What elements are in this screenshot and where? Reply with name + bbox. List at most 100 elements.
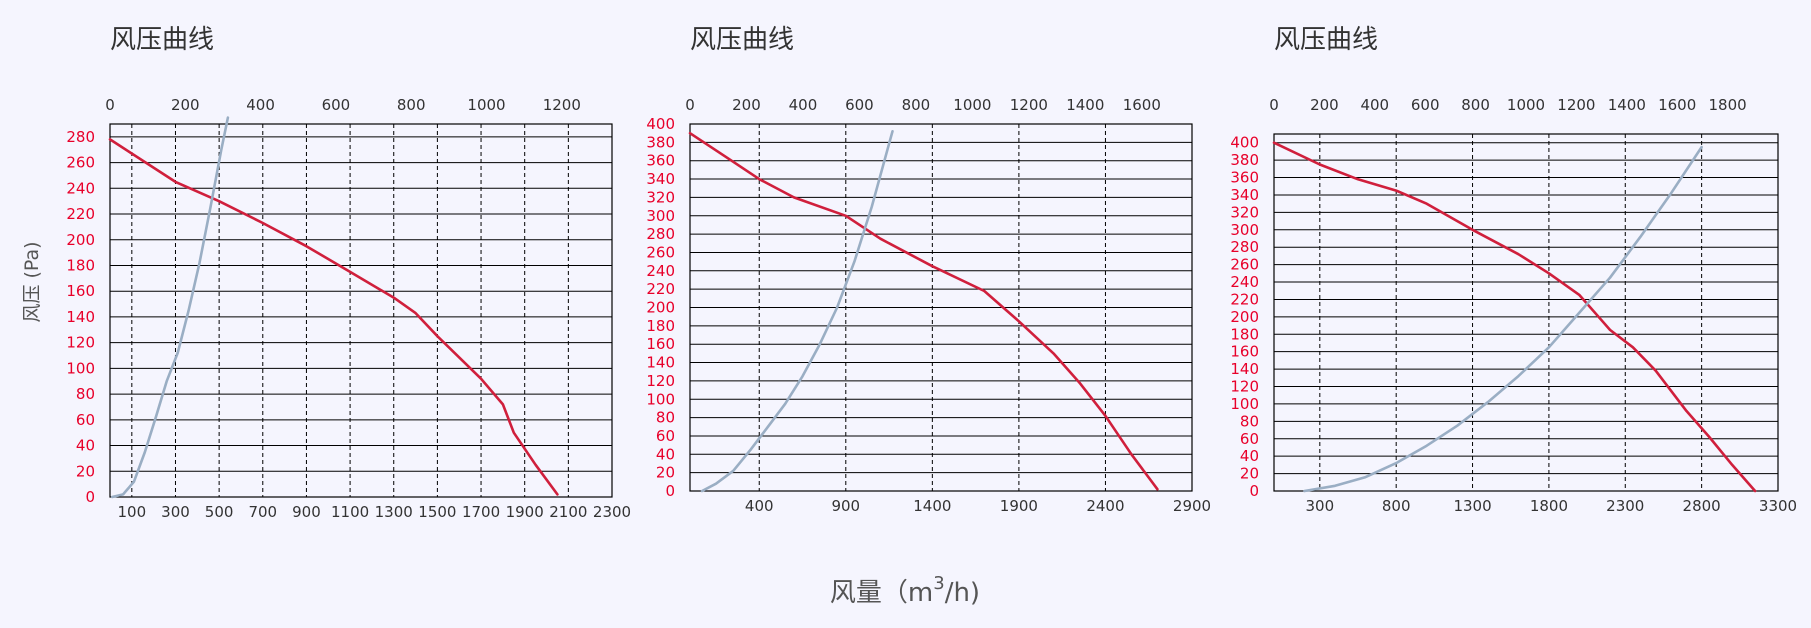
x-tick-label-bottom: 900	[292, 503, 321, 521]
x-tick-label-top: 1000	[1507, 96, 1545, 114]
y-tick-label: 0	[1249, 482, 1259, 500]
y-tick-label: 400	[646, 115, 675, 133]
x-tick-label-top: 1400	[1066, 96, 1104, 114]
y-tick-label: 160	[66, 282, 95, 300]
chart-title: 风压曲线	[1274, 25, 1378, 55]
x-tick-label-top: 600	[1411, 96, 1440, 114]
y-tick-label: 40	[656, 445, 675, 463]
y-tick-label: 240	[66, 179, 95, 197]
x-tick-label-top: 600	[845, 96, 874, 114]
y-tick-label: 380	[646, 133, 675, 151]
x-tick-label-bottom: 2400	[1086, 497, 1124, 515]
fan-pressure-curve	[108, 138, 559, 496]
x-tick-label-bottom: 700	[248, 503, 277, 521]
x-tick-label-bottom: 1900	[1000, 497, 1038, 515]
fan-pressure-curve	[688, 131, 1159, 491]
y-tick-label: 180	[66, 256, 95, 274]
x-tick-label-top: 1000	[467, 96, 505, 114]
y-tick-label: 260	[66, 154, 95, 172]
x-tick-label-top: 800	[1461, 96, 1490, 114]
y-tick-label: 40	[76, 437, 95, 455]
x-tick-label-top: 0	[1269, 96, 1279, 114]
x-tick-label-top: 400	[789, 96, 818, 114]
y-tick-label: 220	[1230, 290, 1259, 308]
y-tick-label: 80	[1240, 412, 1259, 430]
x-tick-label-top: 200	[732, 96, 761, 114]
y-tick-label: 140	[646, 354, 675, 372]
x-tick-label-bottom: 100	[118, 503, 147, 521]
y-tick-label: 340	[646, 170, 675, 188]
x-tick-label-bottom: 300	[1305, 497, 1334, 515]
y-tick-label: 280	[646, 225, 675, 243]
y-tick-label: 400	[1230, 134, 1259, 152]
chart-2: 风压曲线020406080100120140160180200220240260…	[646, 25, 1211, 515]
y-tick-label: 280	[1230, 238, 1259, 256]
fan-pressure-curve	[1272, 141, 1757, 493]
y-tick-label: 300	[646, 207, 675, 225]
y-tick-label: 380	[1230, 151, 1259, 169]
y-tick-label: 200	[1230, 308, 1259, 326]
x-tick-label-bottom: 2800	[1683, 497, 1721, 515]
y-tick-label: 120	[1230, 378, 1259, 396]
x-tick-label-bottom: 2300	[1606, 497, 1644, 515]
x-tick-label-bottom: 2300	[593, 503, 631, 521]
system-resistance-curve	[110, 116, 230, 499]
x-axis-label-main: 风量（m	[830, 578, 933, 608]
y-tick-label: 160	[646, 335, 675, 353]
x-tick-label-top: 1000	[953, 96, 991, 114]
y-tick-label: 100	[1230, 395, 1259, 413]
x-tick-label-top: 400	[1360, 96, 1389, 114]
y-tick-label: 80	[76, 385, 95, 403]
y-tick-label: 20	[76, 462, 95, 480]
y-tick-label: 320	[1230, 203, 1259, 221]
y-tick-label: 20	[1240, 465, 1259, 483]
x-tick-label-bottom: 1100	[331, 503, 369, 521]
x-tick-label-bottom: 800	[1382, 497, 1411, 515]
x-tick-label-bottom: 500	[205, 503, 234, 521]
y-tick-label: 120	[646, 372, 675, 390]
x-tick-label-top: 1200	[543, 96, 581, 114]
y-tick-label: 280	[66, 128, 95, 146]
x-axis-label-superscript: 3	[933, 573, 944, 594]
x-tick-label-top: 0	[105, 96, 115, 114]
y-tick-label: 240	[1230, 273, 1259, 291]
x-tick-label-top: 0	[685, 96, 695, 114]
chart-1: 风压曲线 0 20 40 60 80 100 120 140 160 180 200 220 240 260…	[66, 25, 631, 521]
chart-3: 风压曲线020406080100120140160180200220240260…	[1230, 25, 1797, 515]
x-tick-label-bottom: 300	[161, 503, 190, 521]
plot-frame	[109, 123, 613, 498]
x-tick-label-bottom: 3300	[1759, 497, 1797, 515]
y-tick-label: 200	[66, 231, 95, 249]
system-resistance-curve	[700, 130, 894, 493]
x-tick-label-bottom: 1300	[375, 503, 413, 521]
y-tick-label: 260	[646, 243, 675, 261]
x-tick-label-top: 800	[902, 96, 931, 114]
x-tick-label-bottom: 1500	[418, 503, 456, 521]
y-tick-label: 180	[1230, 325, 1259, 343]
chart-title: 风压曲线	[690, 25, 794, 55]
x-tick-label-top: 1200	[1010, 96, 1048, 114]
chart-title: 风压曲线	[110, 25, 214, 55]
y-tick-label: 200	[646, 299, 675, 317]
x-tick-label-top: 1200	[1557, 96, 1595, 114]
y-tick-label: 220	[66, 205, 95, 223]
x-tick-label-bottom: 900	[831, 497, 860, 515]
y-tick-label: 160	[1230, 343, 1259, 361]
y-axis-label: 风压 (Pa)	[21, 241, 43, 322]
y-tick-label: 20	[656, 464, 675, 482]
y-tick-label: 360	[646, 152, 675, 170]
y-tick-label: 60	[656, 427, 675, 445]
x-tick-label-top: 600	[322, 96, 351, 114]
x-tick-label-bottom: 1900	[506, 503, 544, 521]
x-tick-label-bottom: 1700	[462, 503, 500, 521]
x-tick-label-top: 1800	[1709, 96, 1747, 114]
y-tick-label: 320	[646, 188, 675, 206]
y-tick-label: 340	[1230, 186, 1259, 204]
y-tick-label: 180	[646, 317, 675, 335]
system-resistance-curve	[1303, 145, 1703, 493]
x-tick-label-top: 1600	[1658, 96, 1696, 114]
y-tick-label: 140	[1230, 360, 1259, 378]
x-axis-label-tail: /h)	[945, 578, 980, 608]
x-axis-label: 风量（m3/h)	[830, 573, 980, 608]
